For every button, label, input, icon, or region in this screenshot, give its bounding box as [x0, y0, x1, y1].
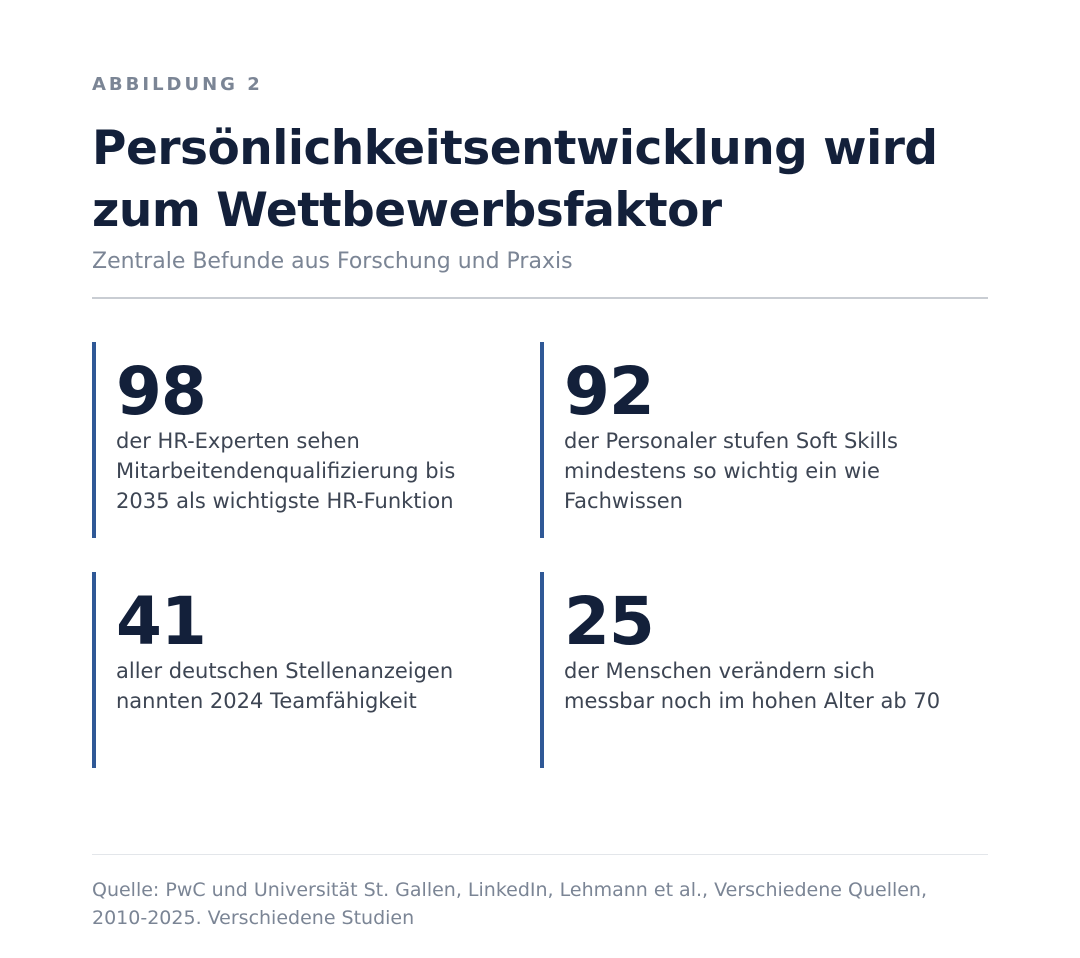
stat-description-line: der HR-Experten sehen	[116, 429, 360, 453]
source-note: Quelle: PwC und Universität St. Gallen, …	[92, 876, 988, 932]
stat-value: 41	[116, 583, 207, 660]
stat-description-line: der Personaler stufen Soft Skills	[564, 429, 898, 453]
figure-eyebrow: ABBILDUNG 2	[92, 74, 263, 95]
source-line: Quelle: PwC und Universität St. Gallen, …	[92, 879, 928, 901]
footer-divider	[92, 854, 988, 855]
source-line: 2010-2025. Verschiedene Studien	[92, 907, 415, 929]
title-line: Persönlichkeitsentwicklung wird	[92, 121, 938, 176]
stat-description-line: aller deutschen Stellenanzeigen	[116, 659, 454, 683]
stat-description-line: nannten 2024 Teamfähigkeit	[116, 689, 417, 713]
stat-description: der HR-Experten sehen Mitarbeitendenqual…	[116, 426, 516, 516]
stat-description-line: 2035 als wichtigste HR-Funktion	[116, 489, 454, 513]
stat-description-line: Mitarbeitendenqualifizierung bis	[116, 459, 456, 483]
stat-description: der Menschen verändern sich messbar noch…	[564, 656, 964, 716]
stat-card: 41 aller deutschen Stellenanzeigen nannt…	[92, 572, 512, 768]
stat-value: 98	[116, 353, 207, 430]
title-line: zum Wettbewerbsfaktor	[92, 183, 722, 238]
stat-card: 92 der Personaler stufen Soft Skills min…	[540, 342, 960, 538]
figure: ABBILDUNG 2 Persönlichkeitsentwicklung w…	[92, 0, 988, 958]
stat-value: 25	[564, 583, 655, 660]
header-divider	[92, 297, 988, 299]
stat-value: 92	[564, 353, 655, 430]
stat-description: der Personaler stufen Soft Skills mindes…	[564, 426, 964, 516]
stat-description-line: Fachwissen	[564, 489, 683, 513]
figure-title: Persönlichkeitsentwicklung wird zum Wett…	[92, 118, 992, 242]
stat-card: 98 der HR-Experten sehen Mitarbeitendenq…	[92, 342, 512, 538]
stat-description: aller deutschen Stellenanzeigen nannten …	[116, 656, 516, 716]
stat-card: 25 der Menschen verändern sich messbar n…	[540, 572, 960, 768]
stat-description-line: messbar noch im hohen Alter ab 70	[564, 689, 941, 713]
figure-subtitle: Zentrale Befunde aus Forschung und Praxi…	[92, 249, 573, 274]
stat-description-line: mindestens so wichtig ein wie	[564, 459, 880, 483]
stat-description-line: der Menschen verändern sich	[564, 659, 875, 683]
